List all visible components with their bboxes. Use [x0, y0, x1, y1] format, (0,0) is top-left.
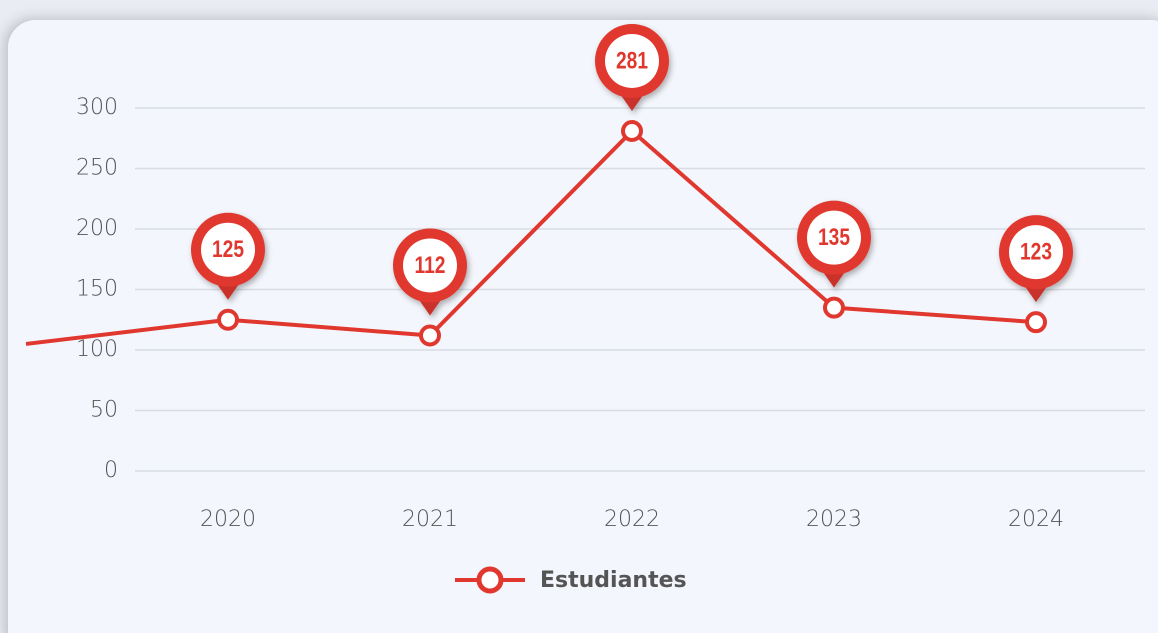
data-label: 135 [818, 223, 850, 251]
y-tick-label: 250 [76, 156, 118, 181]
x-tick-label: 2023 [806, 507, 862, 532]
y-tick-label: 300 [76, 95, 118, 120]
pin-inner [201, 222, 255, 277]
y-tick-label: 150 [76, 277, 118, 302]
data-label-pin [797, 200, 871, 288]
pin-inner [605, 33, 659, 88]
data-label-pin [393, 228, 467, 316]
data-label: 125 [212, 235, 244, 263]
point-marker [621, 119, 643, 142]
pin-inner [807, 210, 861, 265]
point-marker [1025, 311, 1047, 334]
x-tick-label: 2024 [1008, 507, 1064, 532]
x-tick-label: 2021 [402, 507, 458, 532]
y-tick-label: 100 [76, 337, 118, 362]
y-tick-label: 50 [90, 398, 118, 423]
data-label-pin [191, 212, 265, 300]
card [8, 20, 1158, 633]
data-label-pin [999, 215, 1073, 303]
data-label: 123 [1020, 237, 1052, 265]
pin-inner [1009, 225, 1063, 280]
x-tick-label: 2022 [604, 507, 660, 532]
legend-marker [476, 566, 504, 594]
y-tick-label: 200 [76, 216, 118, 241]
data-label: 112 [415, 251, 446, 279]
point-marker [217, 308, 239, 331]
point-marker [823, 296, 845, 319]
data-label: 281 [616, 46, 648, 74]
data-label-pin [595, 23, 669, 111]
point-marker [419, 324, 441, 347]
pin-inner [403, 238, 457, 293]
y-tick-label: 0 [104, 458, 118, 483]
x-tick-label: 2020 [200, 507, 256, 532]
line [25, 128, 1037, 346]
legend-label: Estudiantes [540, 568, 687, 593]
